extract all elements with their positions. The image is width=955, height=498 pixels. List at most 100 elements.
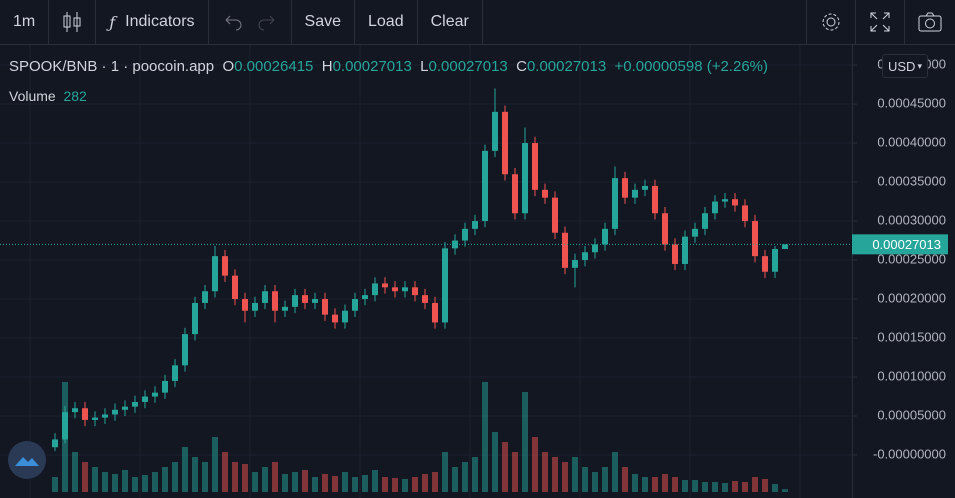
volume-bar [422, 474, 428, 492]
volume-bar [442, 452, 448, 492]
candle-body [62, 412, 68, 440]
volume-bar [382, 477, 388, 492]
volume-bar [192, 457, 198, 492]
volume-bar [592, 472, 598, 492]
y-tick-label: 0.00030000 [877, 212, 946, 227]
candle-body [542, 189, 548, 198]
volume-bar [312, 477, 318, 492]
candle-body [632, 189, 638, 198]
y-tick-label: 0.00025000 [877, 251, 946, 266]
volume-bar [72, 452, 78, 492]
candle-body [572, 260, 578, 268]
volume-bar [152, 472, 158, 492]
candle-body [342, 310, 348, 323]
legend: SPOOK/BNB · 1 · poocoin.app O0.00026415 … [9, 58, 768, 75]
currency-label: USD [888, 58, 916, 74]
candle-body [722, 199, 728, 202]
load-button[interactable]: Load [355, 0, 418, 44]
y-tick-label: 0.00015000 [877, 329, 946, 344]
volume-bar [472, 457, 478, 492]
volume-bar [222, 452, 228, 492]
candle-body [652, 185, 658, 214]
volume-bar [402, 479, 408, 492]
volume-bar [782, 489, 788, 492]
l-label: L [420, 58, 429, 75]
candle-body [512, 174, 518, 214]
volume-bar [702, 482, 708, 492]
volume-bar [362, 475, 368, 492]
candle-body [332, 314, 338, 323]
volume-value: 282 [63, 88, 87, 104]
candle-body [282, 306, 288, 311]
candle-body [82, 408, 88, 420]
volume-bar [602, 467, 608, 492]
undo-redo[interactable] [209, 0, 292, 44]
candle-body [192, 302, 198, 335]
candle-body [92, 417, 98, 420]
candle-body [412, 287, 418, 296]
candle-body [612, 178, 618, 229]
volume-bar [512, 452, 518, 492]
candle-body [272, 291, 278, 311]
candle-body [442, 248, 448, 323]
volume-bar [122, 470, 128, 492]
indicators-label: Indicators [125, 13, 195, 30]
candle-body [122, 406, 128, 410]
candle-body [292, 295, 298, 307]
volume-bar [302, 470, 308, 492]
indicators-button[interactable]: ƒ Indicators [96, 0, 209, 44]
volume-bar [242, 464, 248, 492]
volume-bar [372, 470, 378, 492]
interval-button[interactable]: 1m [0, 0, 50, 44]
currency-button[interactable]: USD ▾ [882, 54, 928, 78]
snapshot-button[interactable] [905, 0, 955, 44]
volume-bar [332, 476, 338, 492]
candle-body [672, 244, 678, 264]
volume-bar [622, 467, 628, 492]
h-label: H [321, 58, 333, 75]
volume-bar [762, 479, 768, 492]
volume-bar [752, 477, 758, 492]
volume-bar [172, 462, 178, 492]
candle-body [452, 240, 458, 249]
volume-bar [342, 472, 348, 492]
candle-body [152, 392, 158, 397]
last-price-box [852, 234, 948, 255]
volume-bar [522, 392, 528, 492]
chart-type-button[interactable] [49, 0, 97, 44]
candle-body [382, 283, 388, 288]
candle-body [242, 299, 248, 311]
candle-body [202, 291, 208, 303]
candle-body [402, 287, 408, 292]
expand-icon [870, 12, 890, 32]
volume-bar [732, 481, 738, 492]
settings-button[interactable] [807, 0, 856, 44]
candle-body [72, 408, 78, 413]
low-value: 0.00027013 [428, 58, 508, 75]
candle-body [592, 244, 598, 253]
volume-bar [632, 474, 638, 492]
candle-body [502, 111, 508, 175]
save-button[interactable]: Save [292, 0, 355, 44]
clear-button[interactable]: Clear [418, 0, 483, 44]
candle-body [492, 111, 498, 151]
volume-bar [82, 462, 88, 492]
candle-body [762, 256, 768, 272]
high-value: 0.00027013 [332, 58, 412, 75]
close-value: 0.00027013 [526, 58, 607, 75]
y-tick-label: -0.00000000 [873, 446, 946, 461]
candle-body [302, 295, 308, 303]
logo[interactable] [7, 440, 47, 480]
candle-body [522, 143, 528, 214]
volume-bar [542, 452, 548, 492]
fullscreen-button[interactable] [856, 0, 905, 44]
gear-icon [822, 13, 840, 31]
candle-body [362, 295, 368, 300]
volume-bar [692, 480, 698, 492]
volume-bar [282, 474, 288, 492]
candle-body [162, 380, 168, 393]
symbol: SPOOK/BNB · 1 · poocoin.app [9, 58, 215, 75]
volume-bar [662, 474, 668, 492]
candle-body [702, 213, 708, 229]
